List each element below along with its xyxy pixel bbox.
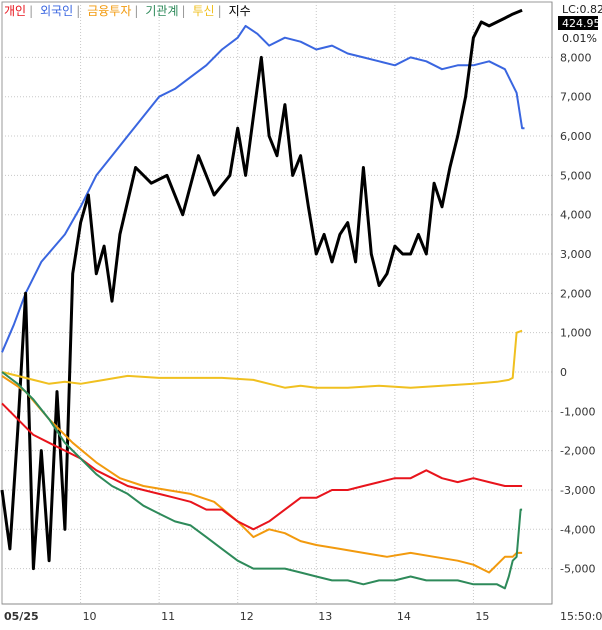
y-tick-label: -5,000 [560,563,595,576]
series-line [1,24,525,353]
legend-separator: | [218,4,222,18]
y-tick-label: 3,000 [560,248,592,261]
index-badge-bg [558,16,598,30]
y-tick-label: -2,000 [560,445,595,458]
x-tick-label: 15 [475,610,489,623]
series-line [0,8,523,571]
y-tick-label: 8,000 [560,51,592,64]
y-tick-label: -3,000 [560,484,595,497]
legend-separator: | [76,4,80,18]
index-badge: 424.95 [562,17,601,30]
x-tick-label: 15:50:0 [560,610,602,623]
y-tick-label: 0 [560,366,567,379]
y-tick-label: -1,000 [560,405,595,418]
y-tick-label: 2,000 [560,287,592,300]
x-tick-label: 13 [318,610,332,623]
legend-entry: 외국인 [40,4,73,18]
legend: 개인 | 외국인 | 금융투자 | 기관계 | 투신 | 지수 [4,4,251,18]
plot-frame [1,1,553,605]
legend-separator: | [182,4,186,18]
y-tick-label: -4,000 [560,523,595,536]
lc-label: LC:0.82 [562,3,602,16]
y-tick-label: 7,000 [560,91,592,104]
x-tick-label: 14 [397,610,411,623]
series-line [1,375,523,574]
grid [1,1,553,605]
legend-entry: 투신 [193,4,215,18]
x-tick-label: 10 [83,610,97,623]
legend-separator: | [134,4,138,18]
x-tick-label: 11 [161,610,175,623]
series-line [1,402,523,531]
y-tick-label: 4,000 [560,209,592,222]
legend-entry: 기관계 [145,4,178,18]
series-line [1,329,523,389]
legend-entry: 개인 [4,4,26,18]
legend-entry: 지수 [229,4,251,18]
series-line [1,371,523,590]
x-tick-label: 12 [240,610,254,623]
y-tick-label: 1,000 [560,327,592,340]
y-tick-label: 6,000 [560,130,592,143]
legend-entry: 금융투자 [87,4,131,18]
legend-separator: | [29,4,33,18]
x-tick-label: 05/25 [4,610,39,623]
index-percent: 0.01% [562,32,597,45]
series-lines [0,8,525,590]
y-tick-label: 5,000 [560,169,592,182]
